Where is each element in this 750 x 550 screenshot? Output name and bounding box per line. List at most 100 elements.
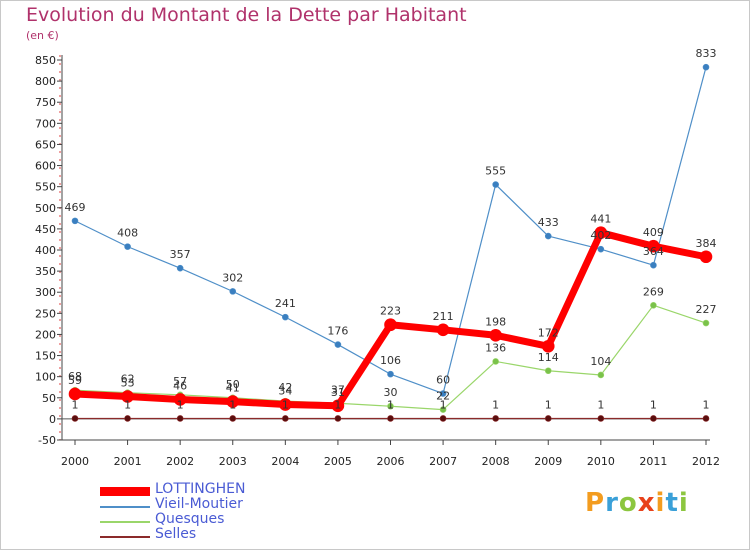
data-point [384, 318, 397, 332]
data-label: 34 [278, 385, 292, 398]
data-point [173, 393, 187, 406]
legend-swatch [100, 506, 150, 508]
data-label: 50 [226, 378, 240, 391]
data-label: 22 [436, 390, 450, 403]
data-label: 555 [485, 165, 506, 178]
data-label: 269 [643, 285, 664, 298]
data-label: 227 [696, 303, 717, 316]
data-label: 106 [380, 354, 401, 367]
data-label: 114 [538, 351, 559, 364]
data-label: 1 [282, 398, 289, 411]
y-tick-label: 550 [35, 181, 56, 194]
data-label: 1 [440, 398, 447, 411]
data-label: 1 [387, 398, 394, 411]
data-label: 833 [696, 47, 717, 60]
data-label: 364 [643, 245, 664, 258]
y-tick-label: 300 [35, 286, 56, 299]
data-point [647, 239, 660, 253]
y-tick-label: 700 [35, 117, 56, 130]
x-tick-label: 2002 [166, 455, 194, 468]
data-point [124, 243, 131, 250]
y-tick-label: 400 [35, 244, 56, 257]
data-point [597, 245, 605, 253]
data-point [176, 264, 184, 272]
data-label: 223 [380, 305, 401, 318]
data-label: 409 [643, 226, 664, 239]
data-label: 42 [278, 381, 292, 394]
y-tick-label: 500 [35, 202, 56, 215]
x-tick-label: 2011 [639, 455, 667, 468]
data-label: 176 [327, 325, 348, 338]
y-tick-label: 350 [35, 265, 56, 278]
data-point [650, 302, 657, 309]
data-point [387, 370, 394, 378]
data-label: 30 [384, 386, 398, 399]
y-tick-label: -50 [38, 434, 56, 447]
data-label: 433 [538, 216, 559, 229]
data-label: 68 [68, 370, 82, 383]
y-tick-label: 150 [35, 350, 56, 363]
data-point [229, 288, 237, 295]
legend-label: Quesques [155, 511, 225, 527]
data-label: 408 [117, 227, 138, 240]
data-point [541, 339, 555, 353]
data-label: 172 [538, 326, 559, 339]
x-tick-label: 2003 [219, 455, 247, 468]
data-label: 357 [170, 248, 191, 261]
y-tick-label: 0 [49, 413, 56, 426]
data-point [492, 358, 499, 365]
data-label: 469 [65, 201, 86, 214]
data-point [439, 415, 447, 422]
data-point [702, 319, 710, 327]
data-label: 104 [590, 355, 611, 368]
x-tick-label: 2009 [534, 455, 562, 468]
data-label: 1 [124, 398, 131, 411]
chart-title: Evolution du Montant de la Dette par Hab… [26, 4, 467, 26]
data-point [279, 398, 292, 411]
data-point [282, 313, 289, 321]
legend-swatch [100, 487, 150, 496]
data-point [71, 415, 79, 422]
x-tick-label: 2005 [324, 455, 352, 468]
legend-swatch [100, 521, 150, 523]
data-point [387, 415, 394, 422]
data-label: 60 [436, 374, 450, 387]
data-label: 1 [334, 398, 341, 411]
legend-swatch [100, 536, 150, 538]
series-line [74, 67, 707, 395]
y-tick-label: 600 [35, 160, 56, 173]
data-point [436, 323, 450, 337]
unit-label: (en €) [26, 29, 59, 42]
x-tick-label: 2012 [692, 455, 720, 468]
data-point [489, 328, 502, 342]
data-label: 41 [226, 382, 240, 395]
data-point [439, 390, 447, 397]
data-label: 402 [590, 229, 611, 242]
data-point [229, 415, 237, 422]
data-point [71, 217, 79, 225]
data-label: 53 [121, 377, 135, 390]
data-label: 441 [590, 213, 611, 226]
data-label: 62 [121, 373, 135, 386]
y-tick-label: 450 [35, 223, 56, 236]
data-label: 31 [331, 386, 345, 399]
data-point [226, 395, 240, 408]
data-point [124, 415, 131, 422]
legend-label: LOTTINGHEN [155, 481, 246, 497]
data-label: 384 [696, 237, 717, 250]
data-label: 198 [485, 315, 506, 328]
data-label: 302 [222, 271, 243, 284]
data-point [544, 367, 552, 375]
x-tick-label: 2004 [271, 455, 299, 468]
data-point [121, 390, 134, 403]
data-label: 46 [173, 379, 187, 392]
data-label: 1 [545, 398, 552, 411]
data-label: 1 [177, 398, 184, 411]
data-label: 37 [331, 383, 345, 396]
data-point [68, 387, 82, 401]
y-tick-label: 200 [35, 328, 56, 341]
data-label: 211 [433, 310, 454, 323]
data-label: 1 [597, 398, 604, 411]
data-point [282, 415, 289, 422]
